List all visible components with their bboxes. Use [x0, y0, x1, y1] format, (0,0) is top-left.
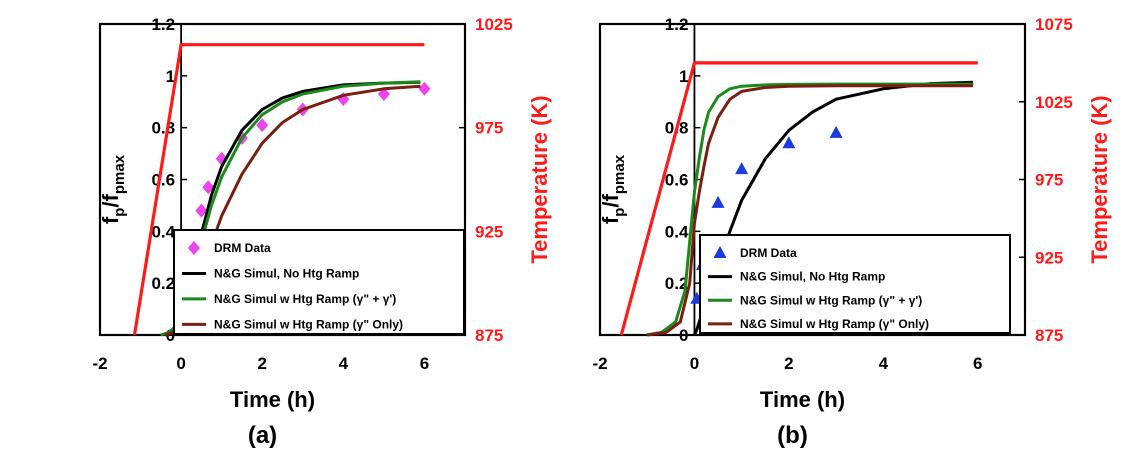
x-tick-label: 4 — [879, 354, 889, 373]
legend-label: DRM Data — [740, 246, 797, 260]
y-axis-label-part: p — [111, 208, 128, 217]
x-tick-label: 6 — [973, 354, 982, 373]
y-axis-label-part: f — [98, 216, 123, 224]
x-axis-label: Time (h) — [760, 387, 845, 412]
legend-box — [173, 229, 465, 335]
y2-tick-label: 1025 — [1035, 93, 1073, 112]
data-point-diamond — [418, 81, 431, 96]
y-axis-label-part: p — [611, 208, 628, 217]
data-point-triangle — [711, 195, 725, 208]
y-tick-label: 0.6 — [665, 171, 689, 190]
y2-axis-label: Temperature (K) — [527, 95, 552, 263]
y-tick-label: 0.6 — [151, 171, 175, 190]
y-tick-label: 1 — [166, 67, 175, 86]
y2-tick-label: 875 — [475, 326, 503, 345]
y-axis-label: fp/fpmax — [98, 154, 128, 224]
x-axis-label: Time (h) — [230, 387, 315, 412]
y2-tick-label: 875 — [1035, 326, 1063, 345]
legend-label: N&G Simul w Htg Ramp (γʺ + γʹ) — [214, 292, 396, 306]
x-tick-label: 4 — [339, 354, 349, 373]
y-axis-label-part: /f — [98, 193, 123, 207]
y2-tick-label: 975 — [1035, 171, 1063, 190]
y-tick-label: 0 — [679, 326, 688, 345]
series-line-4 — [132, 43, 425, 336]
y-tick-label: 0 — [166, 326, 175, 345]
y2-tick-label: 925 — [475, 222, 503, 241]
y2-tick-label: 975 — [475, 119, 503, 138]
y-tick-label: 0.4 — [665, 222, 689, 241]
panel-caption: (a) — [248, 422, 277, 449]
y-axis-label: fp/fpmax — [598, 154, 628, 224]
series-line-4 — [619, 61, 978, 336]
legend-marker-triangle — [713, 246, 727, 258]
y-tick-label: 0.2 — [151, 274, 175, 293]
legend-box — [699, 234, 1011, 334]
legend-label: N&G Simul, No Htg Ramp — [214, 266, 359, 280]
x-tick-label: 0 — [176, 354, 185, 373]
y-axis-label-part: f — [598, 216, 623, 224]
chart-panel-b: -2 0 2 4 600.20.40.60.811.287592597510251075… — [592, 15, 1112, 449]
x-tick-label: -2 — [92, 354, 107, 373]
panel-caption: (b) — [777, 422, 808, 449]
legend: DRM Data N&G Simul, No Htg Ramp N&G Simul … — [173, 229, 465, 335]
legend-label: DRM Data — [214, 241, 271, 255]
y-tick-label: 1.2 — [151, 15, 175, 34]
chart-panel-a: -2 0 2 4 6 0 0.2 0.4 0.6 0.8 1 1.2 875 925 975 1025 DRM … — [92, 15, 552, 449]
y-tick-label: 0.4 — [151, 222, 175, 241]
y2-tick-label: 1025 — [475, 15, 513, 34]
legend-label: N&G Simul w Htg Ramp (γʺ Only) — [214, 317, 403, 331]
y2-axis-label: Temperature (K) — [1087, 95, 1112, 263]
legend: DRM Data N&G Simul, No Htg Ramp N&G Simul … — [699, 234, 1011, 334]
y-axis-label-part: pmax — [111, 154, 128, 194]
legend-label: N&G Simul w Htg Ramp (γʺ Only) — [740, 317, 929, 331]
x-tick-label: 2 — [784, 354, 793, 373]
y-tick-label: 1.2 — [665, 15, 689, 34]
data-point-triangle — [782, 136, 796, 149]
y-tick-label: 0.2 — [665, 274, 689, 293]
series-line-3 — [646, 84, 974, 337]
y2-tick-label: 925 — [1035, 248, 1063, 267]
data-point-triangle — [829, 125, 843, 138]
legend-label: N&G Simul w Htg Ramp (γʺ + γʹ) — [740, 293, 922, 307]
legend-marker-diamond — [188, 241, 200, 255]
legend-label: N&G Simul, No Htg Ramp — [740, 270, 885, 284]
y-axis-label-part: /f — [598, 193, 623, 207]
data-point-triangle — [735, 162, 749, 175]
y-tick-label: 1 — [679, 67, 688, 86]
data-point-diamond — [195, 203, 208, 218]
x-tick-label: -2 — [592, 354, 607, 373]
y-tick-label: 0.8 — [151, 119, 175, 138]
y-axis-label-part: pmax — [611, 154, 628, 194]
x-tick-label: 2 — [257, 354, 266, 373]
x-tick-label: 6 — [420, 354, 429, 373]
data-point-diamond — [256, 118, 269, 133]
x-tick-label: 0 — [690, 354, 699, 373]
series-line-2 — [646, 82, 974, 337]
y2-tick-label: 1075 — [1035, 15, 1073, 34]
data-point-diamond — [202, 180, 215, 195]
